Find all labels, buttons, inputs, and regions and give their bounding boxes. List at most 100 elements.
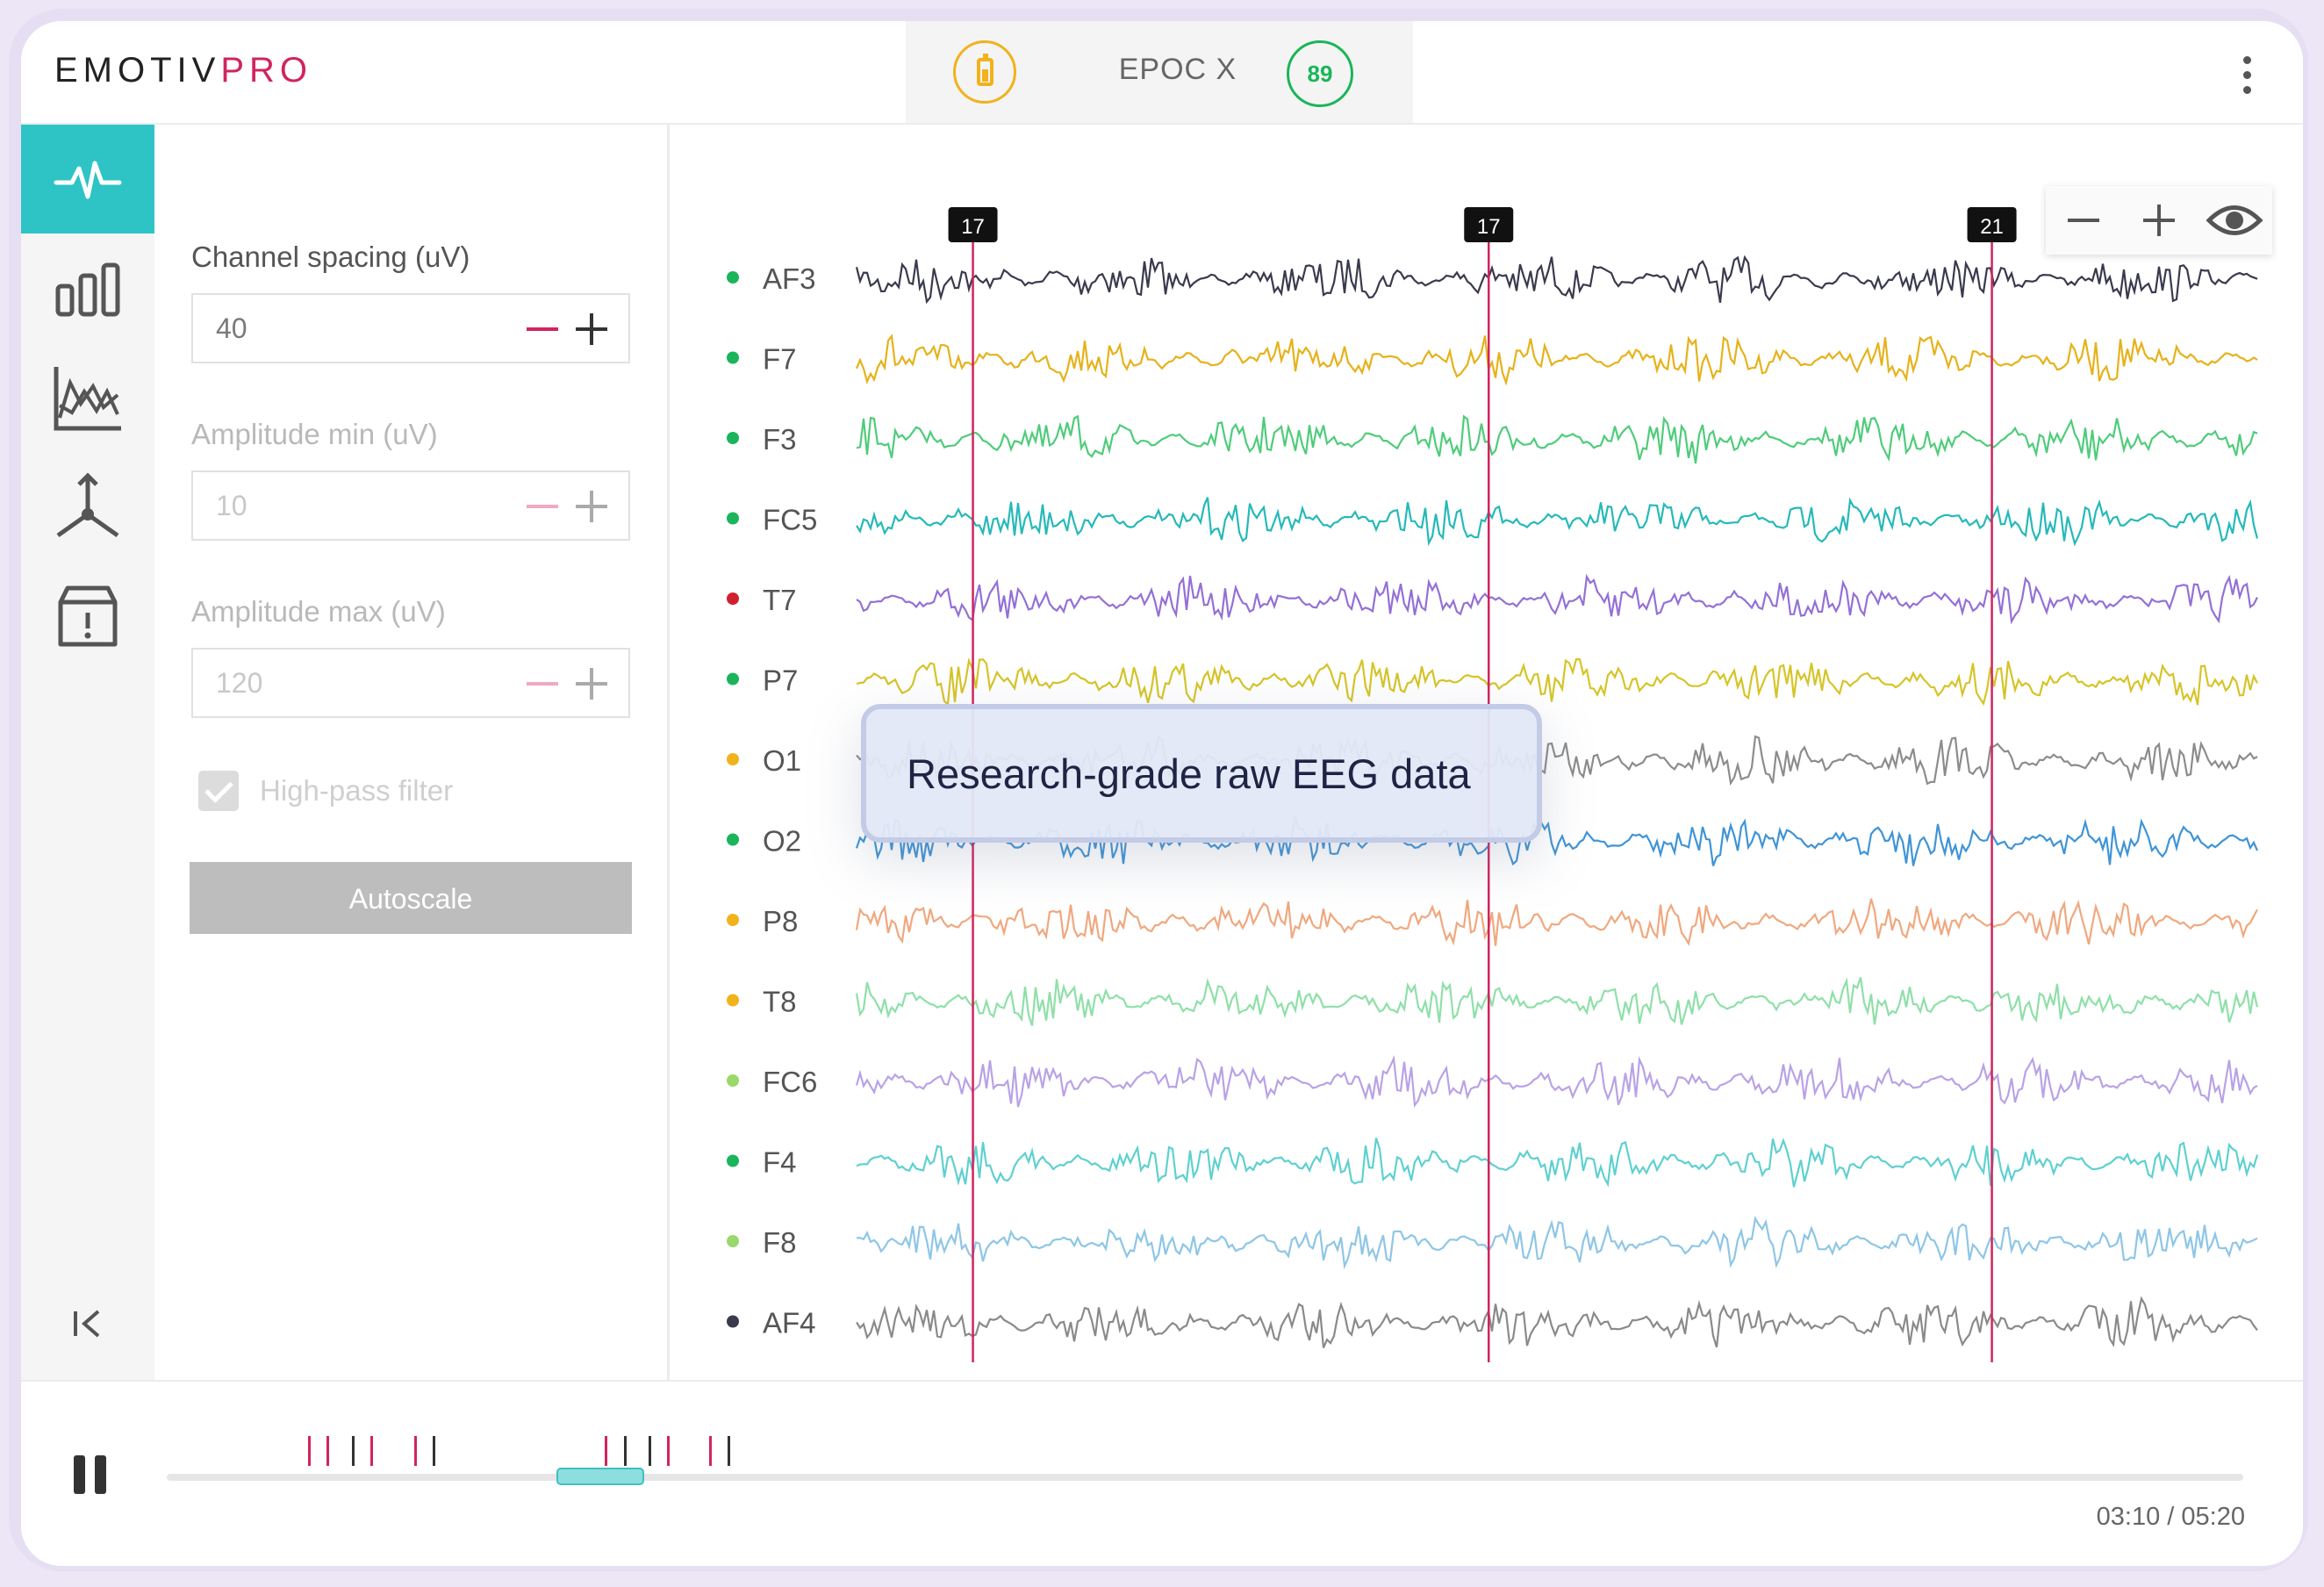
timeline-event-tick[interactable] [326,1436,330,1466]
increment-button[interactable] [576,668,607,700]
eeg-trace [856,1138,2259,1188]
channel-label: P8 [763,905,798,937]
timeline-event-tick[interactable] [307,1436,311,1466]
pause-button[interactable] [74,1455,109,1494]
zoom-controls [2046,186,2272,255]
timeline-event-tick[interactable] [708,1436,712,1466]
more-menu-icon[interactable] [2242,56,2252,95]
channel-status-dot [727,432,739,444]
timeline-event-tick[interactable] [605,1436,608,1466]
zoom-out-button[interactable] [2046,186,2121,255]
channel-status-dot [727,1074,739,1087]
sidebar [21,125,154,1380]
channel-label: T8 [763,986,797,1018]
waveform-icon [54,161,122,199]
channel-label: AF4 [763,1307,816,1339]
decrement-button[interactable] [527,327,558,331]
channel-label: FC6 [763,1066,817,1098]
timeline-event-tick[interactable] [369,1436,373,1466]
app-logo: EMOTIVPRO [54,51,313,90]
battery-icon [953,40,1016,104]
event-marker-badge[interactable] [1967,207,2017,242]
channel-status-dot [727,271,739,284]
settings-panel: Channel spacing (uV) 40 Amplitude min (u… [154,125,670,1380]
channel-status-dot [727,994,739,1007]
feature-callout-text: Research-grade raw EEG data [907,750,1471,797]
channel-label: O1 [763,744,801,777]
high-pass-filter-checkbox[interactable] [198,771,239,811]
amplitude-max-label: Amplitude max (uV) [191,595,446,628]
timeline-event-tick[interactable] [413,1436,417,1466]
channel-status-dot [727,592,739,605]
motion-axes-icon [56,472,119,538]
timeline-event-tick[interactable] [667,1436,671,1466]
top-bar: EMOTIVPRO EPOC X 89 [21,21,2303,125]
increment-button[interactable] [576,491,607,522]
amplitude-max-stepper[interactable]: 120 [191,648,630,718]
timeline-event-tick[interactable] [623,1436,627,1466]
timeline-event-tick[interactable] [432,1436,435,1466]
channel-label: F4 [763,1146,797,1179]
timeline-event-tick[interactable] [351,1436,355,1466]
channel-spacing-stepper[interactable]: 40 [191,293,630,363]
timeline-event-tick[interactable] [648,1436,651,1466]
eeg-trace [856,573,2258,625]
playback-bar: 03:10 / 05:20 [21,1380,2303,1566]
line-chart-icon [54,367,121,431]
eeg-trace [856,414,2258,464]
eeg-trace [855,255,2258,305]
eeg-chart[interactable]: AF3 F7 F3 FC5 T7 P7 O1 O2 P8 T8 FC6 F4 F8 AF4 17 17 21 R… [670,125,2303,1380]
eeg-trace [855,814,2259,866]
eeg-trace [855,334,2258,386]
nav-motion[interactable] [21,453,154,562]
nav-performance-metrics[interactable] [21,344,154,453]
channel-status-dot [727,753,739,765]
channel-status-dot [727,512,739,525]
amplitude-min-stepper[interactable]: 10 [191,470,630,541]
eeg-trace [855,977,2259,1026]
channel-label: AF3 [763,262,816,295]
eeg-trace [855,898,2258,946]
decrement-button[interactable] [527,505,558,508]
timeline-scrubber[interactable] [556,1468,644,1485]
eye-icon [2206,205,2263,235]
amplitude-max-value[interactable]: 120 [216,667,263,699]
bar-chart-icon [55,262,120,317]
pause-icon [74,1455,85,1494]
increment-button[interactable] [576,313,607,345]
timeline-track[interactable] [167,1474,2243,1481]
playback-time: 03:10 / 05:20 [2096,1503,2245,1531]
contact-quality-badge: 89 [1287,40,1353,107]
amplitude-min-value[interactable]: 10 [216,490,247,521]
nav-raw-eeg[interactable] [21,125,154,233]
channel-label: P7 [763,664,798,697]
event-marker-badge[interactable] [948,207,998,242]
nav-data-packets[interactable] [21,562,154,671]
event-marker-label: 21 [1980,215,2004,239]
visibility-toggle-button[interactable] [2197,186,2272,255]
feature-callout: Research-grade raw EEG data [861,704,1542,843]
eeg-plot: AF3 F7 F3 FC5 T7 P7 O1 O2 P8 T8 FC6 F4 F8 AF4 17 17 21 [727,207,2259,1362]
channel-label: F8 [763,1226,797,1259]
channel-label: FC5 [763,504,817,536]
channel-spacing-label: Channel spacing (uV) [191,241,470,273]
channel-spacing-value[interactable]: 40 [216,312,247,344]
channel-status-dot [727,1154,739,1167]
eeg-trace [856,657,2258,707]
autoscale-button[interactable]: Autoscale [190,862,632,934]
nav-band-power[interactable] [21,235,154,344]
eeg-trace [856,1215,2258,1270]
timeline-event-tick[interactable] [727,1436,730,1466]
eeg-trace [855,1055,2258,1109]
eeg-trace [856,1296,2258,1348]
event-marker-label: 17 [1477,215,1501,239]
device-status[interactable]: EPOC X 89 [906,21,1413,123]
app-screen: EMOTIVPRO EPOC X 89 Channel spacing (uV) [21,21,2303,1566]
device-name: EPOC X [1118,53,1237,86]
alert-box-icon [58,585,118,647]
decrement-button[interactable] [527,682,558,686]
zoom-in-button[interactable] [2121,186,2197,255]
event-marker-badge[interactable] [1464,207,1514,242]
channel-status-dot [727,672,739,686]
collapse-sidebar-button[interactable] [21,1289,154,1359]
